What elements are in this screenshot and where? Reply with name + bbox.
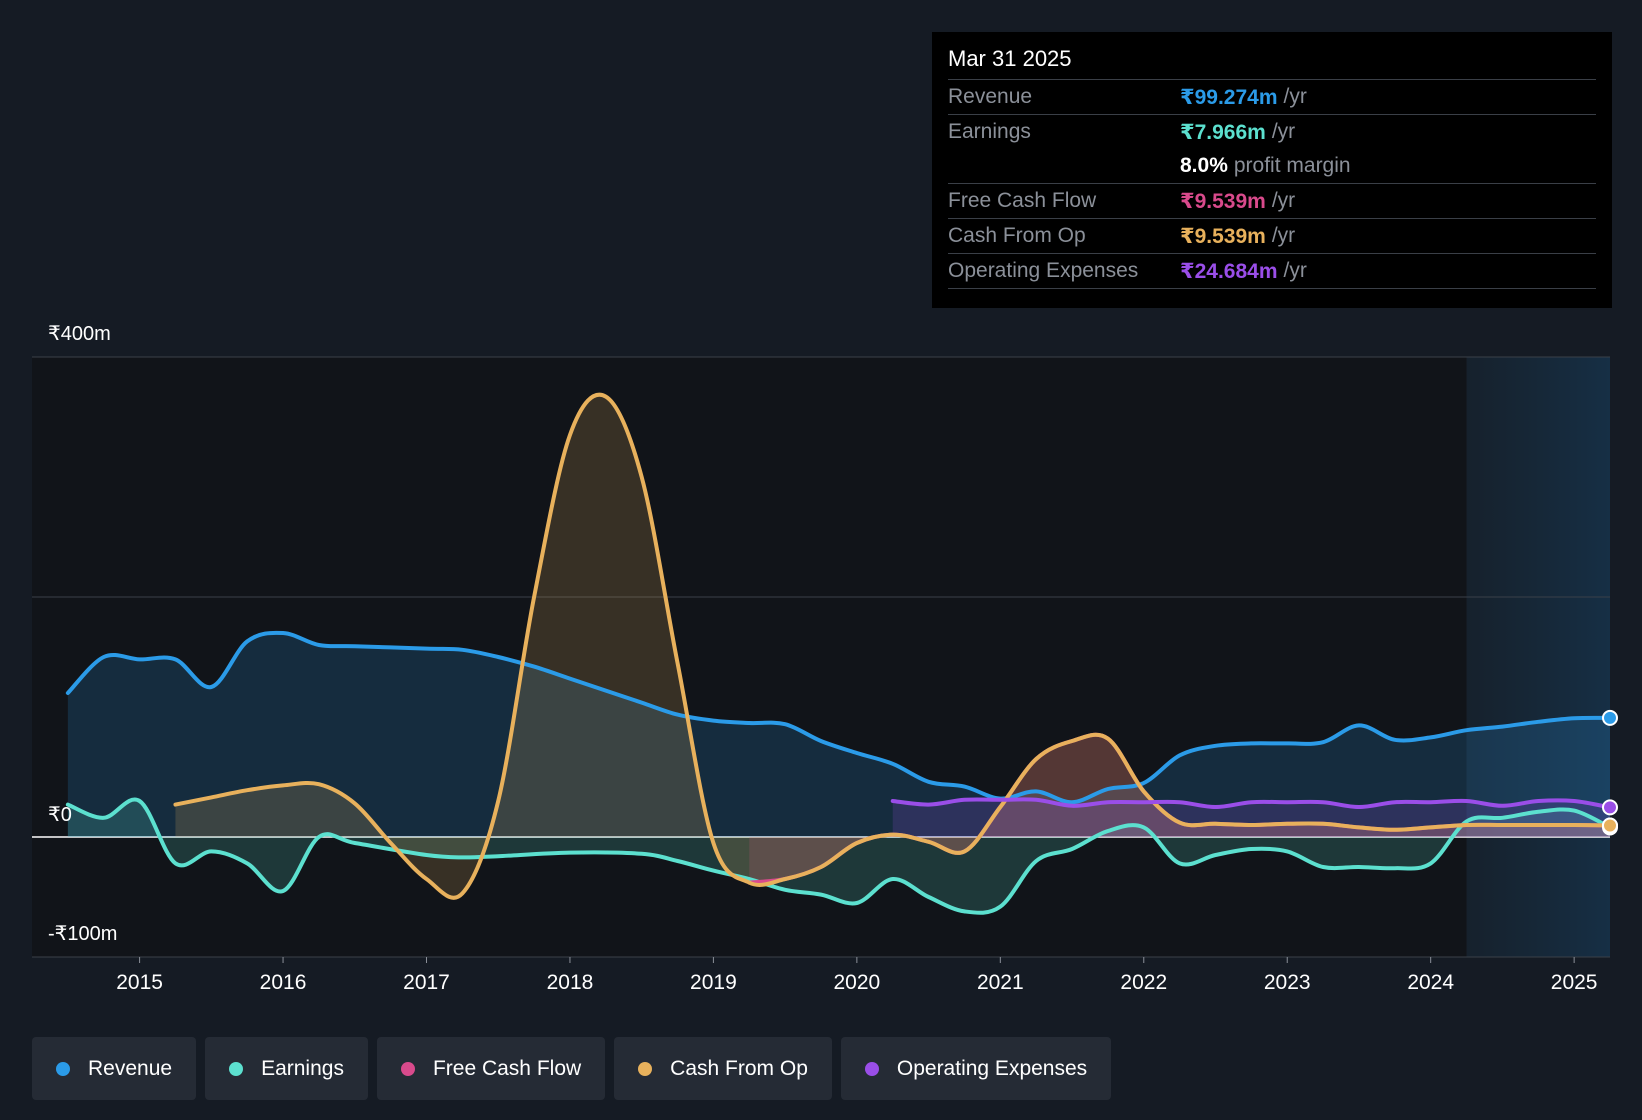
- x-tick-label: 2025: [1551, 971, 1598, 994]
- tooltip-unit: profit margin: [1233, 154, 1351, 177]
- x-tick-label: 2024: [1407, 971, 1454, 994]
- area-revenue: [67, 632, 1610, 837]
- legend-dot-icon: [638, 1061, 653, 1076]
- x-tick-label: 2015: [116, 971, 163, 994]
- legend-item-operating-expenses[interactable]: Operating Expenses: [840, 1037, 1112, 1100]
- area-free-cash-flow: [749, 734, 1610, 883]
- legend-item-cash-from-op[interactable]: Cash From Op: [614, 1037, 832, 1100]
- x-tick-label: 2016: [260, 971, 307, 994]
- tooltip-label: Free Cash Flow: [948, 189, 1097, 212]
- legend-dot-icon: [229, 1061, 244, 1076]
- tooltip-row-free-cash-flow: Free Cash Flow ₹9.539m /yr: [948, 183, 1596, 218]
- line-earnings: [65, 797, 1612, 915]
- endpoint-cash-from-op: [1602, 817, 1618, 834]
- tooltip-value: ₹9.539m: [1180, 189, 1266, 213]
- tooltip-row-cash-from-op: Cash From Op ₹9.539m /yr: [948, 218, 1596, 253]
- legend-dot-icon: [56, 1061, 70, 1076]
- tooltip-value: ₹24.684m: [1180, 259, 1278, 283]
- tooltip-unit: /yr: [1271, 120, 1296, 143]
- tooltip-unit: /yr: [1283, 85, 1307, 108]
- line-revenue: [65, 630, 1612, 805]
- x-tick-label: 2023: [1264, 971, 1311, 994]
- endpoint-revenue: [1602, 709, 1618, 726]
- tooltip-value: 8.0%: [1180, 154, 1228, 177]
- tooltip-divider: [948, 288, 1596, 289]
- legend-label: Operating Expenses: [896, 1056, 1088, 1080]
- chart-legend: Revenue Earnings Free Cash Flow Cash Fro…: [32, 1037, 1112, 1100]
- tooltip-unit: /yr: [1271, 224, 1296, 247]
- tooltip-label: Revenue: [948, 85, 1033, 108]
- forecast-region: [1466, 357, 1610, 957]
- y-axis-label-bottom: -₹100m: [48, 923, 117, 945]
- legend-item-earnings[interactable]: Earnings: [205, 1037, 368, 1100]
- tooltip-row-profit-margin: 8.0% profit margin: [948, 149, 1596, 183]
- x-tick-label: 2020: [834, 971, 881, 994]
- tooltip-panel: Mar 31 2025 Revenue ₹99.274m /yr Earning…: [932, 32, 1612, 308]
- legend-item-free-cash-flow[interactable]: Free Cash Flow: [376, 1037, 606, 1100]
- tooltip-row-earnings: Earnings ₹7.966m /yr: [948, 114, 1596, 149]
- tooltip-label: Operating Expenses: [948, 259, 1139, 282]
- plot-background: [32, 357, 1610, 957]
- y-axis-label-zero: ₹0: [48, 804, 72, 826]
- y-axis-label-top: ₹400m: [48, 323, 111, 345]
- legend-label: Free Cash Flow: [432, 1056, 582, 1080]
- tooltip-value: ₹7.966m: [1180, 120, 1266, 144]
- tooltip-unit: /yr: [1271, 189, 1296, 212]
- tooltip-label: Earnings: [948, 120, 1031, 143]
- line-cash-from-op: [173, 392, 1612, 900]
- legend-dot-icon: [400, 1061, 415, 1076]
- line-operating-expenses: [890, 797, 1612, 810]
- legend-dot-icon: [864, 1061, 879, 1076]
- tooltip-date: Mar 31 2025: [948, 46, 1072, 71]
- x-tick-label: 2017: [403, 971, 450, 994]
- x-tick-label: 2019: [690, 971, 737, 994]
- area-cash-from-op: [175, 394, 1610, 898]
- tooltip-unit: /yr: [1283, 259, 1307, 282]
- legend-label: Earnings: [261, 1056, 344, 1080]
- tooltip-row-revenue: Revenue ₹99.274m /yr: [948, 79, 1596, 114]
- legend-label: Revenue: [88, 1056, 173, 1080]
- endpoint-operating-expenses: [1602, 799, 1618, 816]
- x-tick-label: 2021: [977, 971, 1024, 994]
- tooltip-label: Cash From Op: [948, 224, 1086, 247]
- tooltip-value: ₹9.539m: [1180, 224, 1266, 248]
- x-tick-label: 2018: [547, 971, 594, 994]
- tooltip-row-operating-expenses: Operating Expenses ₹24.684m /yr: [948, 253, 1596, 288]
- legend-label: Cash From Op: [670, 1056, 808, 1080]
- legend-item-revenue[interactable]: Revenue: [32, 1037, 197, 1100]
- tooltip-value: ₹99.274m: [1180, 85, 1278, 109]
- x-tick-label: 2022: [1120, 971, 1167, 994]
